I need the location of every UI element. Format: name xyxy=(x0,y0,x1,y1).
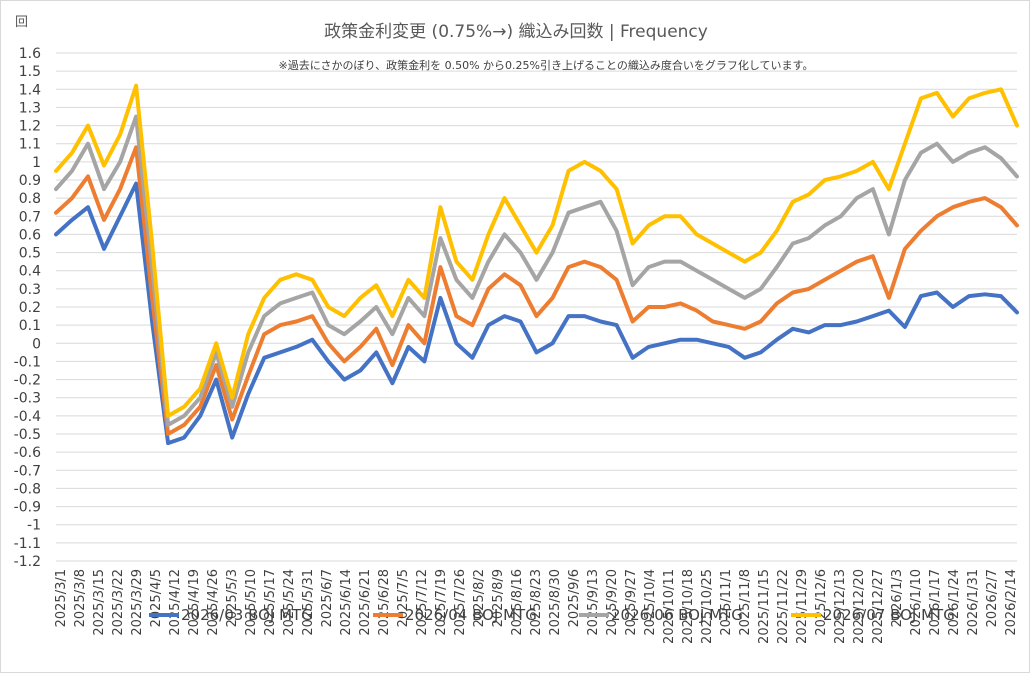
x-tick-label: 2025/8/9 xyxy=(491,569,506,627)
chart-subtitle: ※過去にさかのぼり、政策金利を 0.50% から0.25%引き上げることの織込み… xyxy=(279,58,814,72)
y-tick-label: 0.4 xyxy=(19,264,41,280)
y-tick-label: 1.2 xyxy=(19,119,41,135)
x-tick-label: 2025/9/20 xyxy=(605,569,620,636)
x-tick-label: 2025/5/17 xyxy=(263,569,278,636)
x-tick-label: 2026/1/3 xyxy=(890,569,905,627)
x-tick-label: 2025/10/18 xyxy=(681,569,696,644)
x-tick-label: 2025/7/5 xyxy=(396,569,411,627)
x-tick-label: 2025/3/22 xyxy=(111,569,126,636)
legend: 2026/03 BOJ MTG 2026/04 BOJ MTG 2026/06 BO… xyxy=(149,606,955,624)
y-tick-label: 1.6 xyxy=(19,46,41,62)
series-lines xyxy=(54,83,1019,446)
y-tick-label: 1.3 xyxy=(19,100,41,116)
y-axis-unit-label: 回 xyxy=(15,15,28,30)
x-tick-label: 2025/4/12 xyxy=(168,569,183,636)
chart-title: 政策金利変更 (0.75%→) 織込み回数 | Frequency xyxy=(324,22,708,42)
x-tick-label: 2025/11/8 xyxy=(738,569,753,636)
x-tick-label: 2025/11/1 xyxy=(719,569,734,636)
y-tick-label: 0.9 xyxy=(19,173,41,189)
x-tick-label: 2026/1/24 xyxy=(947,569,962,636)
x-tick-label: 2026/1/31 xyxy=(966,569,981,636)
y-tick-label: -0.5 xyxy=(14,427,41,443)
x-tick-label: 2025/3/15 xyxy=(92,569,107,636)
x-tick-label: 2025/3/29 xyxy=(130,569,145,636)
x-tick-label: 2025/8/23 xyxy=(529,569,544,636)
legend-label: 2026/06 BOJ MTG xyxy=(611,606,743,624)
x-tick-label: 2025/10/25 xyxy=(700,569,715,644)
x-tick-label: 2025/8/16 xyxy=(510,569,525,636)
y-tick-label: 0.2 xyxy=(19,300,41,316)
y-tick-label: -1.1 xyxy=(14,536,41,552)
x-tick-label: 2025/12/20 xyxy=(852,569,867,644)
x-tick-label: 2025/5/3 xyxy=(225,569,240,627)
y-tick-label: -0.9 xyxy=(14,500,41,516)
x-tick-label: 2025/5/31 xyxy=(301,569,316,636)
x-tick-label: 2025/9/27 xyxy=(624,569,639,636)
x-tick-label: 2025/8/2 xyxy=(472,569,487,627)
y-tick-label: 0.3 xyxy=(19,282,41,298)
x-tick-label: 2026/1/17 xyxy=(928,569,943,636)
x-tick-label: 2025/6/7 xyxy=(320,569,335,627)
x-tick-label: 2025/7/19 xyxy=(434,569,449,636)
y-tick-label: 1.5 xyxy=(19,64,41,80)
x-tick-label: 2025/12/13 xyxy=(833,569,848,644)
x-tick-label: 2025/11/22 xyxy=(776,569,791,644)
y-tick-label: -0.7 xyxy=(14,463,41,479)
x-tick-label: 2025/5/24 xyxy=(282,569,297,636)
legend-label: 2026/07 BOJ MTG xyxy=(823,606,955,624)
x-tick-label: 2026/1/10 xyxy=(909,569,924,636)
y-tick-label: -1 xyxy=(27,518,41,534)
y-tick-label: 1.1 xyxy=(19,137,41,153)
y-tick-label: -0.6 xyxy=(14,445,41,461)
x-tick-label: 2025/11/15 xyxy=(757,569,772,644)
x-tick-label: 2025/9/6 xyxy=(567,569,582,627)
x-tick-label: 2025/4/19 xyxy=(187,569,202,636)
y-tick-label: -0.3 xyxy=(14,391,41,407)
y-tick-label: 0.5 xyxy=(19,246,41,262)
x-tick-label: 2026/2/14 xyxy=(1004,569,1019,636)
x-tick-label: 2025/7/26 xyxy=(453,569,468,636)
x-tick-label: 2025/4/5 xyxy=(149,569,164,627)
y-tick-label: -0.4 xyxy=(14,409,41,425)
x-tick-label: 2026/2/7 xyxy=(985,569,1000,627)
series-line-2 xyxy=(54,114,1019,427)
series-line-3 xyxy=(54,83,1019,418)
series-line-1 xyxy=(54,145,1019,436)
x-tick-label: 2025/3/8 xyxy=(73,569,88,627)
x-tick-label: 2025/8/30 xyxy=(548,569,563,636)
x-tick-label: 2025/10/11 xyxy=(662,569,677,644)
x-tick-label: 2025/6/21 xyxy=(358,569,373,636)
gridlines xyxy=(56,52,1017,562)
y-tick-label: 0.7 xyxy=(19,209,41,225)
y-tick-label: 0.8 xyxy=(19,191,41,207)
x-tick-label: 2025/6/14 xyxy=(339,569,354,636)
x-tick-label: 2025/9/13 xyxy=(586,569,601,636)
x-tick-label: 2025/12/6 xyxy=(814,569,829,636)
y-tick-label: 0 xyxy=(32,336,41,352)
x-tick-label: 2025/11/29 xyxy=(795,569,810,644)
y-axis-ticks: 1.6 1.5 1.4 1.3 1.2 1.1 1 0.9 0.8 0.7 0.6 0.5 0.4 0.3… xyxy=(14,46,41,570)
y-tick-label: 0.1 xyxy=(19,318,41,334)
y-tick-label: -0.1 xyxy=(14,354,41,370)
x-tick-label: 2025/4/26 xyxy=(206,569,221,636)
y-tick-label: 0.6 xyxy=(19,227,41,243)
y-tick-label: 1.4 xyxy=(19,82,41,98)
x-tick-label: 2025/3/1 xyxy=(54,569,69,627)
x-tick-label: 2025/12/27 xyxy=(871,569,886,644)
x-tick-label: 2025/7/12 xyxy=(415,569,430,636)
series-line-0 xyxy=(54,181,1019,446)
legend-label: 2026/04 BOJ MTG xyxy=(405,606,537,624)
x-axis-ticks: 2025/3/1 2025/3/8 2025/3/15 2025/3/22 2025/3… xyxy=(54,569,1019,644)
y-tick-label: 1 xyxy=(32,155,41,171)
x-tick-label: 2025/6/28 xyxy=(377,569,392,636)
legend-label: 2026/03 BOJ MTG xyxy=(181,606,313,624)
x-tick-label: 2025/10/4 xyxy=(643,569,658,636)
y-tick-label: -1.2 xyxy=(14,554,41,570)
y-tick-label: -0.2 xyxy=(14,373,41,389)
x-tick-label: 2025/5/10 xyxy=(244,569,259,636)
y-tick-label: -0.8 xyxy=(14,481,41,497)
